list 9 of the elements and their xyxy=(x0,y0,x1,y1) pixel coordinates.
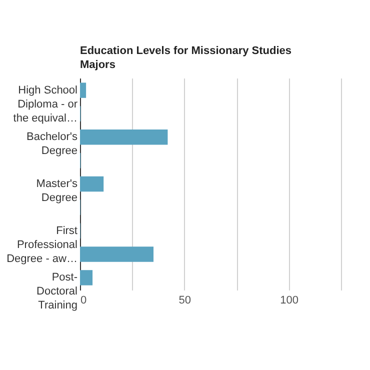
x-tick-label: 100 xyxy=(280,294,298,306)
x-tick-label: 50 xyxy=(178,294,192,306)
x-tick-label: 0 xyxy=(80,294,87,306)
chart-title: Education Levels for Missionary Studies Majors xyxy=(80,45,292,71)
y-tick-label: High School Diploma - or the equival… xyxy=(13,84,78,124)
y-tick-label: Master's Degree xyxy=(36,178,78,204)
y-tick-label: First Professional Degree - aw… xyxy=(6,224,78,265)
y-tick-label: Post-Doctoral Training xyxy=(36,272,78,312)
y-tick-label: Bachelor's Degree xyxy=(26,131,78,158)
